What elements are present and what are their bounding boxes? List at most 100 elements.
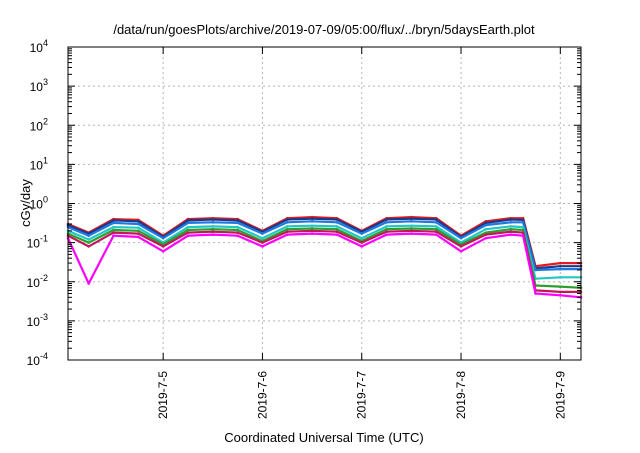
- data-point: [559, 267, 562, 271]
- data-point: [559, 261, 562, 265]
- data-point: [186, 221, 190, 225]
- data-point: [559, 294, 562, 297]
- data-point: [285, 218, 289, 221]
- data-point: [310, 229, 314, 233]
- data-point: [285, 227, 289, 231]
- data-point: [521, 234, 525, 238]
- data-point: [459, 250, 463, 253]
- series-layer: [66, 215, 583, 299]
- data-point: [211, 221, 215, 224]
- data-point: [137, 232, 140, 235]
- data-point: [335, 218, 339, 221]
- data-point: [509, 218, 512, 221]
- data-point: [521, 228, 525, 232]
- data-point: [410, 220, 413, 223]
- data-point: [559, 275, 562, 279]
- x-tick-label: 2019-7-9: [553, 371, 567, 419]
- y-tick-exponent: -1: [40, 234, 48, 244]
- y-tick-exponent: -3: [40, 312, 48, 322]
- data-point: [112, 225, 115, 229]
- data-point: [87, 282, 90, 285]
- data-point: [310, 224, 314, 228]
- data-point: [484, 227, 488, 231]
- data-point: [161, 236, 165, 240]
- y-tick-label: 104: [30, 38, 48, 55]
- data-point: [186, 228, 190, 232]
- y-tick-exponent: 2: [43, 116, 48, 126]
- data-point: [285, 225, 289, 228]
- data-point: [410, 217, 413, 220]
- data-point: [112, 219, 115, 222]
- data-point: [87, 245, 90, 248]
- data-point: [410, 229, 413, 233]
- data-point: [186, 225, 190, 229]
- data-point: [310, 232, 314, 235]
- data-point: [87, 241, 90, 244]
- y-tick-exponent: 4: [43, 38, 48, 48]
- data-point: [261, 241, 264, 244]
- data-point: [236, 219, 239, 222]
- grid: [68, 47, 581, 360]
- data-point: [261, 232, 264, 235]
- data-point: [521, 231, 525, 234]
- data-point: [360, 241, 364, 244]
- data-point: [112, 231, 115, 234]
- data-point: [521, 221, 525, 224]
- data-point: [434, 230, 438, 234]
- y-tick-exponent: -2: [40, 273, 48, 283]
- data-point: [137, 229, 140, 233]
- data-point: [186, 231, 190, 234]
- data-point: [521, 225, 525, 229]
- data-point: [335, 227, 339, 231]
- data-point: [310, 227, 314, 230]
- y-tick-label: 103: [30, 77, 48, 94]
- data-point: [434, 227, 438, 231]
- data-point: [137, 220, 140, 223]
- x-tick-label: 2019-7-8: [454, 371, 468, 419]
- data-point: [360, 245, 364, 248]
- data-point: [559, 264, 562, 268]
- data-point: [509, 230, 512, 234]
- y-tick-exponent: 3: [43, 77, 48, 87]
- data-point: [211, 233, 215, 236]
- data-point: [161, 250, 165, 253]
- data-point: [521, 218, 525, 222]
- data-point: [385, 227, 388, 231]
- data-point: [211, 218, 215, 221]
- y-tick-exponent: 0: [43, 195, 48, 205]
- data-point: [484, 221, 488, 225]
- y-tick-label: 10-2: [27, 273, 48, 290]
- x-tick-label: 2019-7-6: [255, 371, 269, 419]
- y-tick-label: 10-1: [27, 234, 48, 251]
- data-point: [236, 234, 239, 238]
- y-tick-exponent: -4: [40, 351, 48, 361]
- data-point: [211, 230, 215, 234]
- data-point: [434, 218, 438, 221]
- data-point: [559, 290, 562, 294]
- y-tick-exponent: 1: [43, 155, 48, 165]
- y-tick-label: 10-4: [27, 351, 48, 368]
- data-point: [534, 268, 537, 272]
- data-point: [484, 231, 488, 234]
- data-point: [211, 227, 215, 231]
- x-tick-label: 2019-7-5: [156, 371, 170, 419]
- data-point: [137, 222, 140, 226]
- data-point: [385, 221, 388, 224]
- data-point: [509, 227, 512, 231]
- data-point: [186, 219, 190, 222]
- data-point: [261, 236, 264, 240]
- data-point: [484, 233, 488, 236]
- data-point: [112, 234, 115, 238]
- data-point: [509, 233, 512, 236]
- data-point: [459, 245, 463, 248]
- data-point: [335, 221, 339, 224]
- data-point: [459, 236, 463, 240]
- data-point: [236, 228, 239, 232]
- data-point: [112, 228, 115, 232]
- data-point: [335, 225, 339, 228]
- data-point: [509, 225, 512, 228]
- x-axis: 2019-7-5 2019-7-6 2019-7-7 2019-7-8 2019-7-9: [156, 47, 567, 419]
- series-line: [66, 232, 582, 299]
- data-point: [410, 227, 413, 230]
